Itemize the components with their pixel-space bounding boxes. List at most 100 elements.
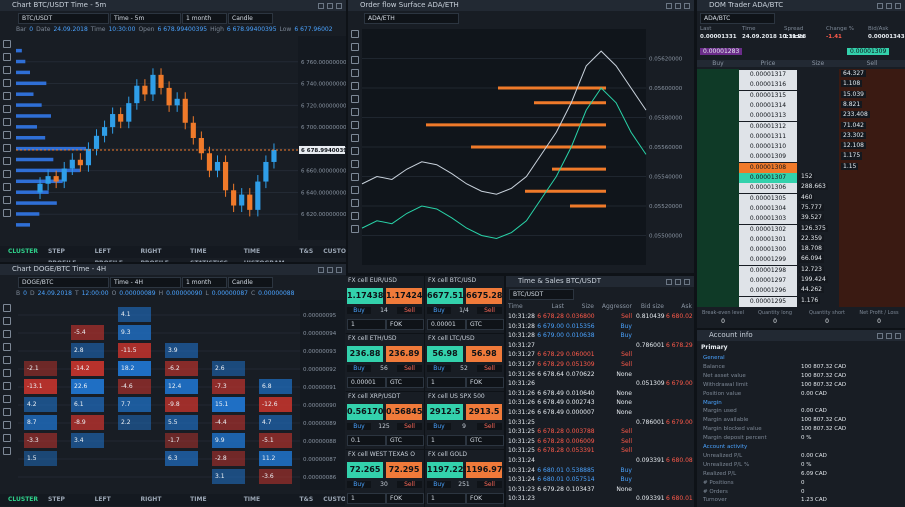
tool-icon[interactable] (351, 82, 359, 90)
tab[interactable]: CLUSTER (8, 248, 39, 255)
tool-icon[interactable] (3, 144, 11, 152)
sell-button[interactable]: Sell (397, 423, 422, 431)
sell-button[interactable]: Sell (477, 481, 502, 489)
tab[interactable]: TIME HISTOGRAM (243, 496, 261, 503)
tab[interactable]: STEP PROFILE (48, 496, 65, 503)
tool-icon[interactable] (351, 43, 359, 51)
window-button[interactable] (877, 3, 883, 9)
tool-icon[interactable] (3, 131, 11, 139)
tool-icon[interactable] (351, 108, 359, 116)
tool-icon[interactable] (3, 183, 11, 191)
symbol-field[interactable]: ADA/BTC (700, 13, 775, 24)
window-button[interactable] (675, 279, 681, 285)
window-button[interactable] (336, 267, 342, 273)
tif-field[interactable]: GTC (386, 377, 424, 388)
tool-icon[interactable] (351, 186, 359, 194)
tab[interactable]: RIGHT PROFILE (140, 496, 162, 503)
window-button[interactable] (895, 333, 901, 339)
tool-icon[interactable] (351, 134, 359, 142)
toolbar-field[interactable]: 1 month (182, 277, 227, 288)
toolbar-field[interactable]: BTC/USDT (18, 13, 109, 24)
window-button[interactable] (327, 3, 333, 9)
symbol-field[interactable]: ADA/ETH (364, 13, 459, 24)
toolbar-field[interactable]: Candle (228, 13, 273, 24)
tool-icon[interactable] (3, 343, 11, 351)
tool-icon[interactable] (351, 30, 359, 38)
tool-icon[interactable] (3, 118, 11, 126)
window-button[interactable] (684, 279, 690, 285)
tool-icon[interactable] (3, 330, 11, 338)
tool-icon[interactable] (351, 225, 359, 233)
tool-icon[interactable] (3, 408, 11, 416)
tab[interactable]: STEP PROFILE (48, 248, 76, 262)
quantity-field[interactable]: 0.1 (347, 435, 386, 446)
toolbar-field[interactable]: Time - 4H (110, 277, 181, 288)
quantity-field[interactable]: 1 (427, 493, 466, 504)
quantity-field[interactable]: 1 (347, 319, 386, 330)
tool-icon[interactable] (3, 369, 11, 377)
tool-icon[interactable] (3, 79, 11, 87)
toolbar-field[interactable]: DOGE/BTC (18, 277, 109, 288)
tool-icon[interactable] (351, 199, 359, 207)
tab[interactable]: CUSTO (323, 248, 346, 255)
toolbar-field[interactable]: Candle (228, 277, 273, 288)
window-button[interactable] (318, 3, 324, 9)
tool-icon[interactable] (3, 317, 11, 325)
tif-field[interactable]: GTC (466, 319, 504, 330)
tool-icon[interactable] (3, 304, 11, 312)
sell-button[interactable]: Sell (397, 365, 422, 373)
buy-button[interactable]: Buy (347, 307, 371, 315)
tool-icon[interactable] (351, 56, 359, 64)
tif-field[interactable]: FOK (386, 319, 424, 330)
quantity-field[interactable]: 1 (427, 435, 466, 446)
sell-button[interactable]: Sell (397, 307, 422, 315)
tool-icon[interactable] (3, 395, 11, 403)
buy-button[interactable]: Buy (427, 423, 451, 431)
window-button[interactable] (886, 333, 892, 339)
sell-button[interactable]: Sell (477, 423, 502, 431)
buy-button[interactable]: Buy (347, 481, 371, 489)
tool-icon[interactable] (3, 209, 11, 217)
tool-icon[interactable] (3, 66, 11, 74)
tif-field[interactable]: GTC (466, 435, 504, 446)
tif-field[interactable]: FOK (386, 493, 424, 504)
window-button[interactable] (318, 267, 324, 273)
window-button[interactable] (895, 3, 901, 9)
window-button[interactable] (684, 3, 690, 9)
tool-icon[interactable] (3, 53, 11, 61)
account-tab[interactable]: Primary (701, 344, 728, 351)
window-button[interactable] (886, 3, 892, 9)
tab[interactable]: TIME STATISTICS (190, 248, 228, 262)
tool-icon[interactable] (3, 92, 11, 100)
quantity-field[interactable]: 0.00001 (347, 377, 386, 388)
tool-icon[interactable] (351, 160, 359, 168)
tool-icon[interactable] (351, 212, 359, 220)
tool-icon[interactable] (3, 447, 11, 455)
quantity-field[interactable]: 1 (427, 377, 466, 388)
window-button[interactable] (336, 3, 342, 9)
window-button[interactable] (877, 333, 883, 339)
window-button[interactable] (327, 267, 333, 273)
tab[interactable]: TIME STATISTICS (190, 496, 207, 503)
buy-button[interactable]: Buy (427, 307, 451, 315)
tab[interactable]: LEFT PROFILE (94, 496, 111, 503)
toolbar-field[interactable]: Time - 5m (110, 13, 181, 24)
tab[interactable]: CLUSTER (8, 496, 39, 503)
sell-button[interactable]: Sell (397, 481, 422, 489)
tool-icon[interactable] (351, 121, 359, 129)
tab[interactable]: LEFT PROFILE (94, 248, 123, 262)
tab[interactable]: RIGHT PROFILE (140, 248, 169, 262)
quantity-field[interactable]: 1 (347, 493, 386, 504)
tool-icon[interactable] (351, 147, 359, 155)
window-button[interactable] (666, 3, 672, 9)
tab[interactable]: TIME HISTOGRAM (243, 248, 285, 262)
tool-icon[interactable] (3, 40, 11, 48)
buy-button[interactable]: Buy (427, 365, 451, 373)
tab[interactable]: T&S (299, 496, 314, 503)
window-button[interactable] (675, 3, 681, 9)
tool-icon[interactable] (351, 95, 359, 103)
tif-field[interactable]: FOK (466, 377, 504, 388)
tool-icon[interactable] (3, 170, 11, 178)
buy-button[interactable]: Buy (427, 481, 451, 489)
tool-icon[interactable] (351, 173, 359, 181)
